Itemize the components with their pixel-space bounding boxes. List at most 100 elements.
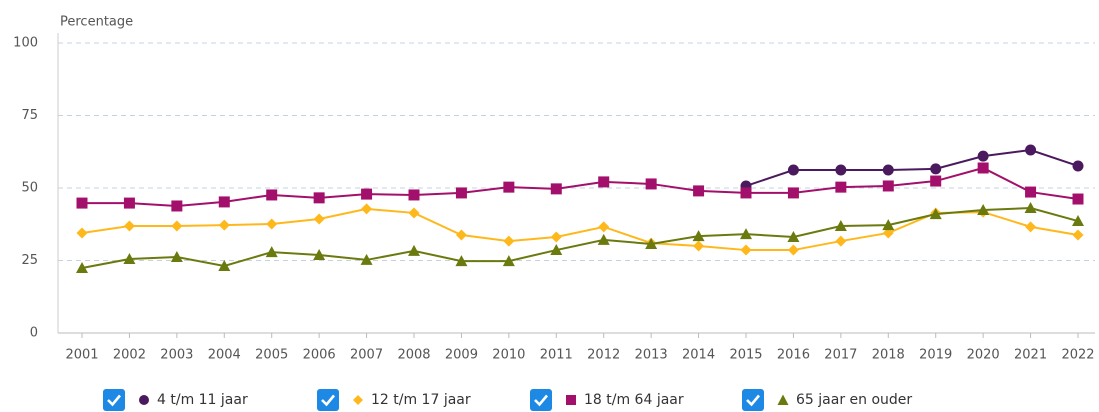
x-tick-label: 2010 <box>492 348 525 363</box>
legend-item[interactable]: 12 t/m 17 jaar <box>317 388 471 412</box>
point <box>787 244 799 256</box>
point <box>787 187 799 199</box>
point <box>882 219 895 231</box>
x-tick-label: 2004 <box>208 348 241 363</box>
legend-marker <box>353 395 363 405</box>
point <box>692 230 705 242</box>
point <box>502 255 515 267</box>
point <box>1072 193 1084 205</box>
point <box>123 197 135 209</box>
point <box>740 187 752 199</box>
point <box>550 231 562 243</box>
point <box>360 253 373 265</box>
x-tick-label: 2013 <box>635 348 668 363</box>
point <box>1025 144 1037 156</box>
checkbox[interactable] <box>530 389 552 411</box>
legend-marker <box>566 395 576 405</box>
chart: Percentage 0 25 50 75 100 2001 2002 2003 2004 200… <box>13 15 1095 363</box>
series-line <box>745 148 1079 187</box>
point <box>550 244 563 256</box>
x-tick-label: 2006 <box>303 348 336 363</box>
point <box>977 204 990 216</box>
point <box>693 240 705 252</box>
point <box>218 196 230 208</box>
point <box>693 185 705 197</box>
x-tick-label: 2003 <box>160 348 193 363</box>
y-tick-label: 100 <box>13 36 38 51</box>
x-tick-label: 2018 <box>872 348 905 363</box>
point <box>455 255 468 267</box>
point <box>1072 215 1084 227</box>
x-tick-label: 2001 <box>65 348 98 363</box>
x-tick-label: 2011 <box>540 348 573 363</box>
point <box>882 180 894 192</box>
point <box>835 181 847 193</box>
point <box>835 235 847 247</box>
point <box>1072 229 1084 241</box>
checkbox[interactable] <box>317 389 339 411</box>
point <box>503 235 515 247</box>
point <box>882 227 894 239</box>
point <box>787 164 799 176</box>
point <box>1025 221 1037 233</box>
point <box>76 262 88 274</box>
y-tick-label: 25 <box>21 253 38 268</box>
check-icon <box>107 394 121 407</box>
point <box>834 219 847 231</box>
point <box>787 231 800 243</box>
point <box>170 251 183 263</box>
x-tick-label: 2019 <box>919 348 952 363</box>
legend-label: 65 jaar en ouder <box>796 392 913 408</box>
x-tick-label: 2014 <box>682 348 715 363</box>
legend-item[interactable]: 65 jaar en ouder <box>742 388 912 412</box>
legend-label: 4 t/m 11 jaar <box>157 392 248 408</box>
point <box>266 189 278 201</box>
legend-item[interactable]: 18 t/m 64 jaar <box>530 388 684 412</box>
point <box>740 244 752 256</box>
point <box>171 220 183 232</box>
y-tick-label: 0 <box>30 326 38 341</box>
point <box>930 175 942 187</box>
point <box>218 260 231 272</box>
series-line <box>81 207 1079 252</box>
point <box>218 219 230 231</box>
point <box>408 189 420 201</box>
check-icon <box>534 394 548 407</box>
point <box>1024 202 1037 214</box>
legend-marker <box>139 395 149 405</box>
point <box>313 248 326 260</box>
x-tick-label: 2022 <box>1061 348 1094 363</box>
point <box>1072 160 1084 172</box>
point <box>76 227 88 239</box>
legend-label: 12 t/m 17 jaar <box>371 392 471 408</box>
point <box>455 187 467 199</box>
series-line <box>81 207 1079 270</box>
point <box>455 229 467 241</box>
point <box>882 164 894 176</box>
point <box>503 181 515 193</box>
point <box>408 244 420 256</box>
point <box>361 188 373 200</box>
point <box>930 163 942 175</box>
point <box>1025 186 1037 198</box>
legend-marker <box>777 394 789 405</box>
point <box>76 197 88 209</box>
check-icon <box>321 394 335 407</box>
checkbox[interactable] <box>742 389 764 411</box>
x-tick-label: 2015 <box>729 348 762 363</box>
x-tick-label: 2007 <box>350 348 383 363</box>
point <box>598 176 610 188</box>
legend-label: 18 t/m 64 jaar <box>584 392 684 408</box>
x-tick-label: 2009 <box>445 348 478 363</box>
checkbox[interactable] <box>103 389 125 411</box>
point <box>266 218 278 230</box>
point <box>929 208 942 220</box>
x-tick-label: 2016 <box>777 348 810 363</box>
legend-item[interactable]: 4 t/m 11 jaar <box>103 388 248 412</box>
x-tick-label: 2012 <box>587 348 620 363</box>
point <box>123 220 135 232</box>
point <box>645 237 658 249</box>
point <box>977 150 989 162</box>
legend: 4 t/m 11 jaar 12 t/m 17 jaar 18 t/m 64 jaa… <box>0 388 1099 412</box>
